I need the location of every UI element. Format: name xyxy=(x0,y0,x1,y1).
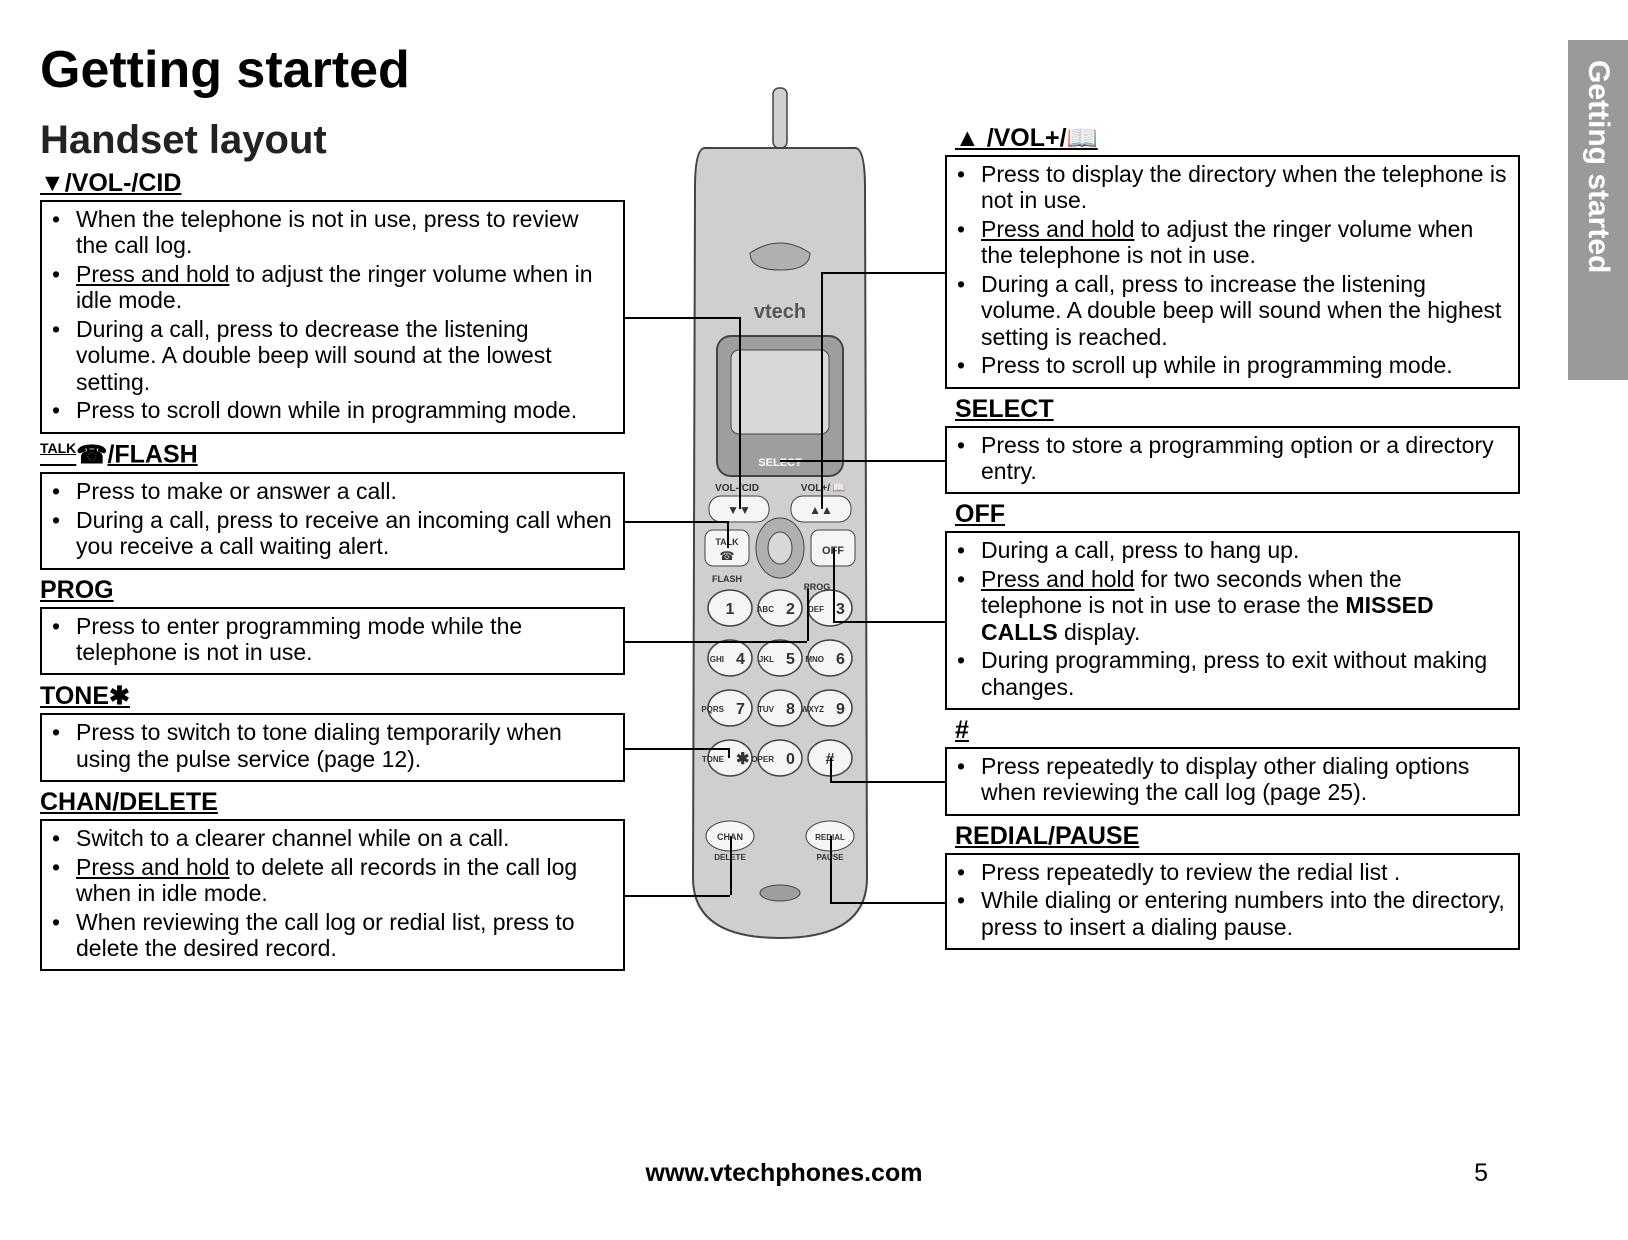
off-b3: During programming, press to exit withou… xyxy=(981,647,1508,700)
svg-text:FLASH: FLASH xyxy=(712,574,742,584)
svg-text:6: 6 xyxy=(836,651,845,668)
off-b2: Press and hold for two seconds when the … xyxy=(981,566,1508,645)
vol-up-b1: Press to display the directory when the … xyxy=(981,161,1508,214)
svg-text:9: 9 xyxy=(836,701,845,718)
side-tab: Getting started xyxy=(1568,40,1628,380)
svg-text:☎: ☎ xyxy=(720,549,735,563)
brand-text: vtech xyxy=(754,301,806,323)
subtitle: Handset layout xyxy=(40,118,625,163)
hash-b1: Press repeatedly to display other dialin… xyxy=(981,753,1508,806)
svg-text:✱: ✱ xyxy=(736,751,749,768)
svg-text:7: 7 xyxy=(736,701,745,718)
hash-head: # xyxy=(955,716,1520,745)
svg-text:TONE: TONE xyxy=(702,755,725,764)
vol-down-b3: During a call, press to decrease the lis… xyxy=(76,316,613,395)
svg-text:3: 3 xyxy=(836,601,845,618)
talk-head: TALK☎/FLASH xyxy=(40,440,625,471)
vol-up-b4: Press to scroll up while in programming … xyxy=(981,352,1508,378)
hash-box: •Press repeatedly to display other diali… xyxy=(945,747,1520,816)
svg-text:ABC: ABC xyxy=(757,605,775,614)
talk-box: •Press to make or answer a call. •During… xyxy=(40,472,625,569)
redial-head: REDIAL/PAUSE xyxy=(955,822,1520,851)
prog-b1: Press to enter programming mode while th… xyxy=(76,613,613,666)
redial-b1: Press repeatedly to review the redial li… xyxy=(981,859,1508,885)
svg-text:VOL+/ 📖: VOL+/ 📖 xyxy=(801,483,845,494)
page-number: 5 xyxy=(1474,1159,1488,1188)
off-b1: During a call, press to hang up. xyxy=(981,537,1508,563)
svg-text:MNO: MNO xyxy=(805,655,824,664)
tone-head: TONE✱ xyxy=(40,681,625,711)
vol-up-b2: Press and hold to adjust the ringer volu… xyxy=(981,216,1508,269)
svg-text:0: 0 xyxy=(786,751,795,768)
svg-text:SELECT: SELECT xyxy=(758,457,802,469)
svg-text:JKL: JKL xyxy=(759,655,774,664)
talk-b1: Press to make or answer a call. xyxy=(76,478,613,504)
chan-head: CHAN/DELETE xyxy=(40,788,625,817)
footer-url: www.vtechphones.com xyxy=(40,1159,1528,1188)
off-head: OFF xyxy=(955,500,1520,529)
svg-text:WXYZ: WXYZ xyxy=(801,705,824,714)
svg-text:VOL-/CID: VOL-/CID xyxy=(715,483,759,494)
phone-column: vtech SELECT VOL-/CID VOL+/ 📖 ▼▼ ▲▲ xyxy=(625,118,935,977)
tone-box: •Press to switch to tone dialing tempora… xyxy=(40,713,625,782)
svg-text:5: 5 xyxy=(786,651,795,668)
svg-text:2: 2 xyxy=(786,601,795,618)
svg-text:DEF: DEF xyxy=(808,605,824,614)
chan-b2: Press and hold to delete all records in … xyxy=(76,854,613,907)
prog-box: •Press to enter programming mode while t… xyxy=(40,607,625,676)
tone-b1: Press to switch to tone dialing temporar… xyxy=(76,719,613,772)
svg-text:8: 8 xyxy=(786,701,795,718)
svg-text:PQRS: PQRS xyxy=(701,705,724,714)
svg-text:OPER: OPER xyxy=(751,755,774,764)
svg-text:GHI: GHI xyxy=(710,655,724,664)
phone-illustration: vtech SELECT VOL-/CID VOL+/ 📖 ▼▼ ▲▲ xyxy=(665,78,895,958)
right-column: ▲ /VOL+/📖 •Press to display the director… xyxy=(935,118,1520,977)
select-box: •Press to store a programming option or … xyxy=(945,426,1520,495)
vol-down-head: ▼/VOL-/CID xyxy=(40,169,625,198)
prog-head: PROG xyxy=(40,576,625,605)
vol-up-head: ▲ /VOL+/📖 xyxy=(955,124,1520,153)
chan-box: •Switch to a clearer channel while on a … xyxy=(40,819,625,971)
vol-down-b1: When the telephone is not in use, press … xyxy=(76,206,613,259)
svg-text:4: 4 xyxy=(736,651,745,668)
redial-box: •Press repeatedly to review the redial l… xyxy=(945,853,1520,950)
off-box: •During a call, press to hang up. •Press… xyxy=(945,531,1520,710)
page: Getting started Handset layout ▼/VOL-/CI… xyxy=(40,40,1528,1200)
chan-b1: Switch to a clearer channel while on a c… xyxy=(76,825,613,851)
vol-down-box: •When the telephone is not in use, press… xyxy=(40,200,625,434)
svg-text:TUV: TUV xyxy=(758,705,775,714)
left-column: Handset layout ▼/VOL-/CID •When the tele… xyxy=(40,118,625,977)
chan-b3: When reviewing the call log or redial li… xyxy=(76,909,613,962)
vol-up-b3: During a call, press to increase the lis… xyxy=(981,271,1508,350)
vol-down-b4: Press to scroll down while in programmin… xyxy=(76,397,613,423)
vol-up-box: •Press to display the directory when the… xyxy=(945,155,1520,389)
select-b1: Press to store a programming option or a… xyxy=(981,432,1508,485)
redial-b2: While dialing or entering numbers into t… xyxy=(981,887,1508,940)
svg-text:1: 1 xyxy=(726,601,735,618)
talk-b2: During a call, press to receive an incom… xyxy=(76,507,613,560)
select-head: SELECT xyxy=(955,395,1520,424)
vol-down-b2: Press and hold to adjust the ringer volu… xyxy=(76,261,613,314)
